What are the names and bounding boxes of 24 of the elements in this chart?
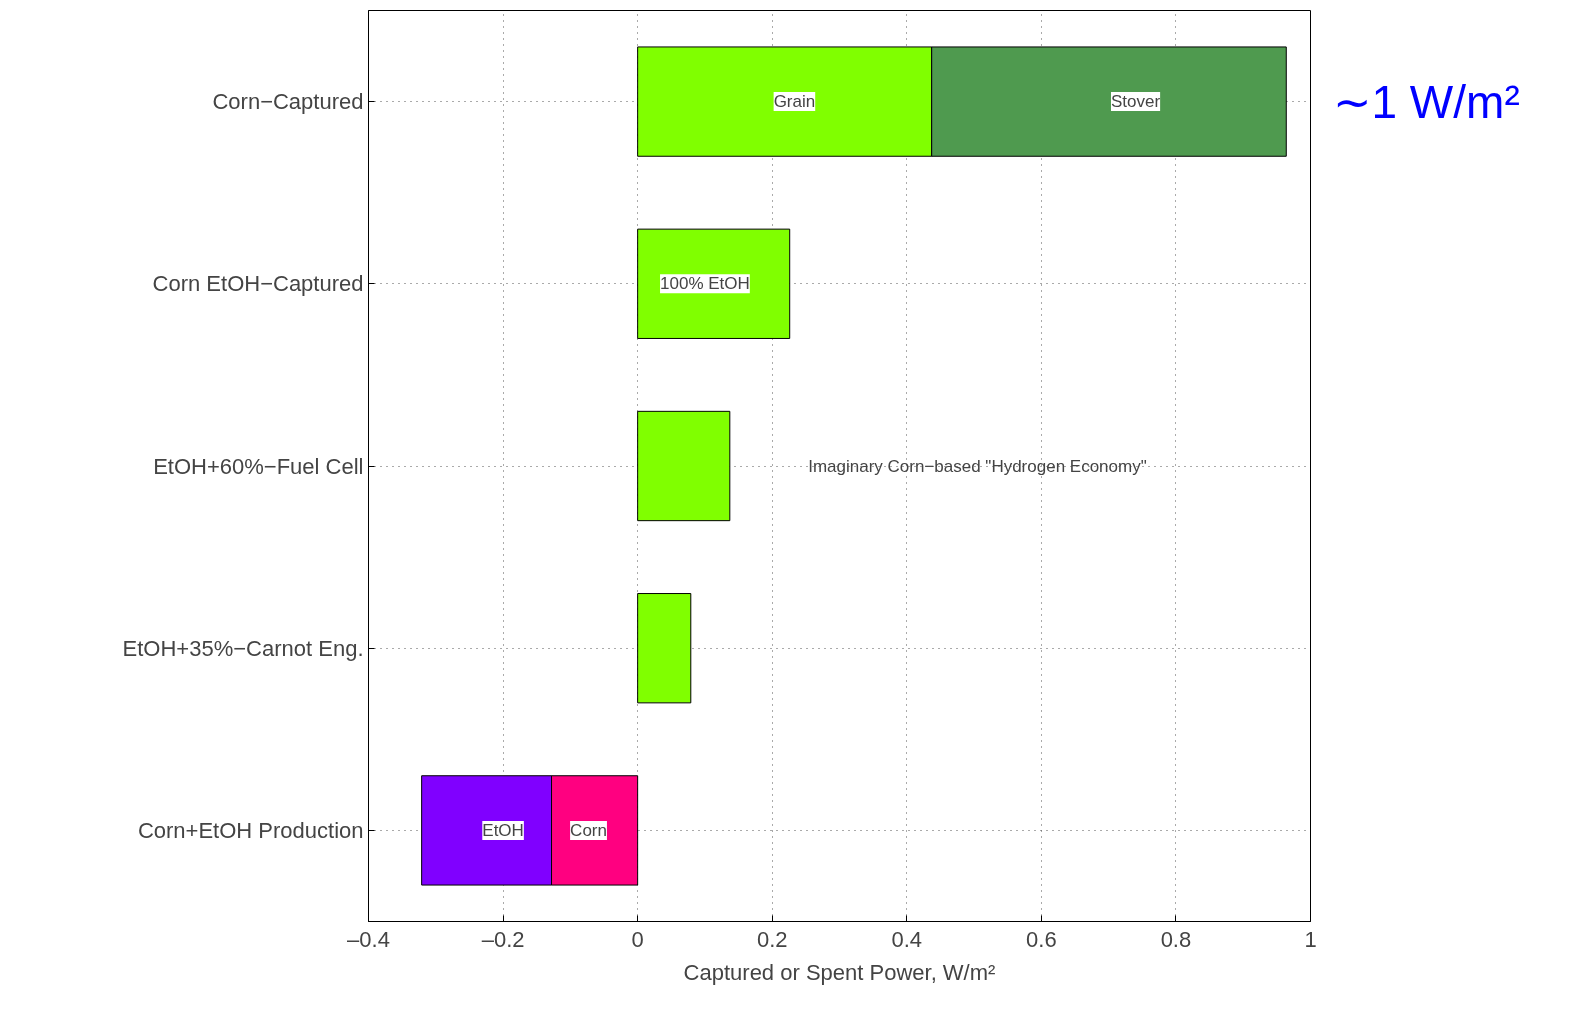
- x-tick-label: 0.8: [1160, 926, 1192, 952]
- annotation: Corn: [570, 820, 607, 840]
- y-tick-label: Corn−Captured: [212, 89, 364, 115]
- x-tick-label: –0.4: [347, 926, 390, 952]
- bar: [637, 410, 731, 522]
- annotation: Grain: [773, 92, 816, 112]
- annotation: Stover: [1110, 92, 1161, 112]
- x-tick-label: –0.2: [481, 926, 525, 952]
- bar: [637, 593, 692, 704]
- bar: [637, 228, 791, 339]
- x-tick-label: 1: [1304, 926, 1317, 952]
- x-axis-title: Captured or Spent Power, W/m²: [683, 959, 996, 985]
- annotation: 100% EtOH: [660, 274, 750, 294]
- annotation: EtOH: [482, 820, 524, 840]
- text: ∼1 W/m²: [1332, 75, 1520, 128]
- x-tick-label: 0: [631, 926, 644, 952]
- y-tick-label: EtOH+35%−Carnot Eng.: [122, 635, 364, 661]
- x-tick-label: 0.2: [756, 926, 788, 952]
- y-tick-label: Corn+EtOH Production: [137, 817, 364, 843]
- y-tick-label: Corn EtOH−Captured: [152, 271, 364, 297]
- annotation: Imaginary Corn−based "Hydrogen Economy": [808, 456, 1147, 476]
- x-tick-label: 0.4: [891, 926, 923, 952]
- y-tick-label: EtOH+60%−Fuel Cell: [153, 453, 364, 479]
- x-tick-label: 0.6: [1026, 926, 1057, 952]
